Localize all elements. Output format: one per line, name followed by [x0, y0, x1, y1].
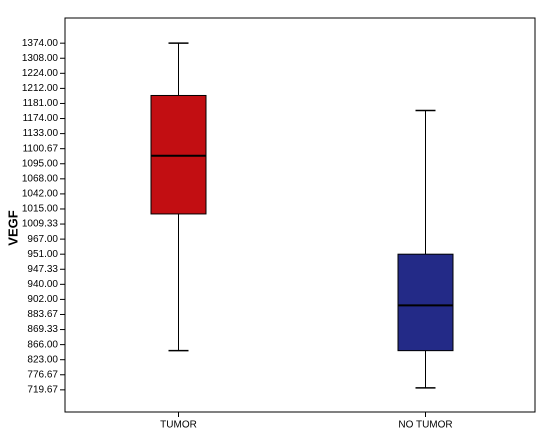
y-tick-label: 1100.67 [23, 143, 59, 154]
y-tick-label: 719.67 [27, 384, 58, 395]
x-tick-label: TUMOR [160, 420, 197, 431]
y-axis-label: VEGF [5, 210, 20, 245]
y-tick-label: 1009.33 [22, 219, 59, 230]
y-tick-label: 1374.00 [22, 38, 59, 49]
y-tick-label: 883.67 [27, 309, 58, 320]
y-tick-label: 902.00 [27, 294, 58, 305]
y-tick-label: 1224.00 [22, 68, 59, 79]
y-tick-label: 967.00 [27, 234, 58, 245]
y-tick-label: 869.33 [27, 324, 58, 335]
y-tick-label: 866.00 [27, 339, 58, 350]
box [397, 253, 454, 352]
y-tick-label: 940.00 [27, 279, 58, 290]
y-tick-label: 1042.00 [22, 189, 59, 200]
box [150, 94, 207, 215]
y-tick-label: 1308.00 [22, 53, 59, 64]
y-tick-label: 776.67 [27, 369, 58, 380]
y-tick-label: 1212.00 [22, 83, 59, 94]
y-tick-label: 1068.00 [22, 173, 59, 184]
y-tick-label: 823.00 [27, 354, 58, 365]
x-tick-label: NO TUMOR [398, 420, 452, 431]
y-tick-label: 1095.00 [22, 158, 59, 169]
y-tick-label: 947.33 [27, 264, 58, 275]
y-tick-label: 1181.00 [23, 98, 59, 109]
y-tick-label: 1015.00 [22, 204, 59, 215]
y-tick-label: 1174.00 [23, 113, 59, 124]
y-tick-label: 1133.00 [23, 128, 59, 139]
plot-frame [64, 17, 536, 413]
y-tick-label: 951.00 [27, 249, 58, 260]
